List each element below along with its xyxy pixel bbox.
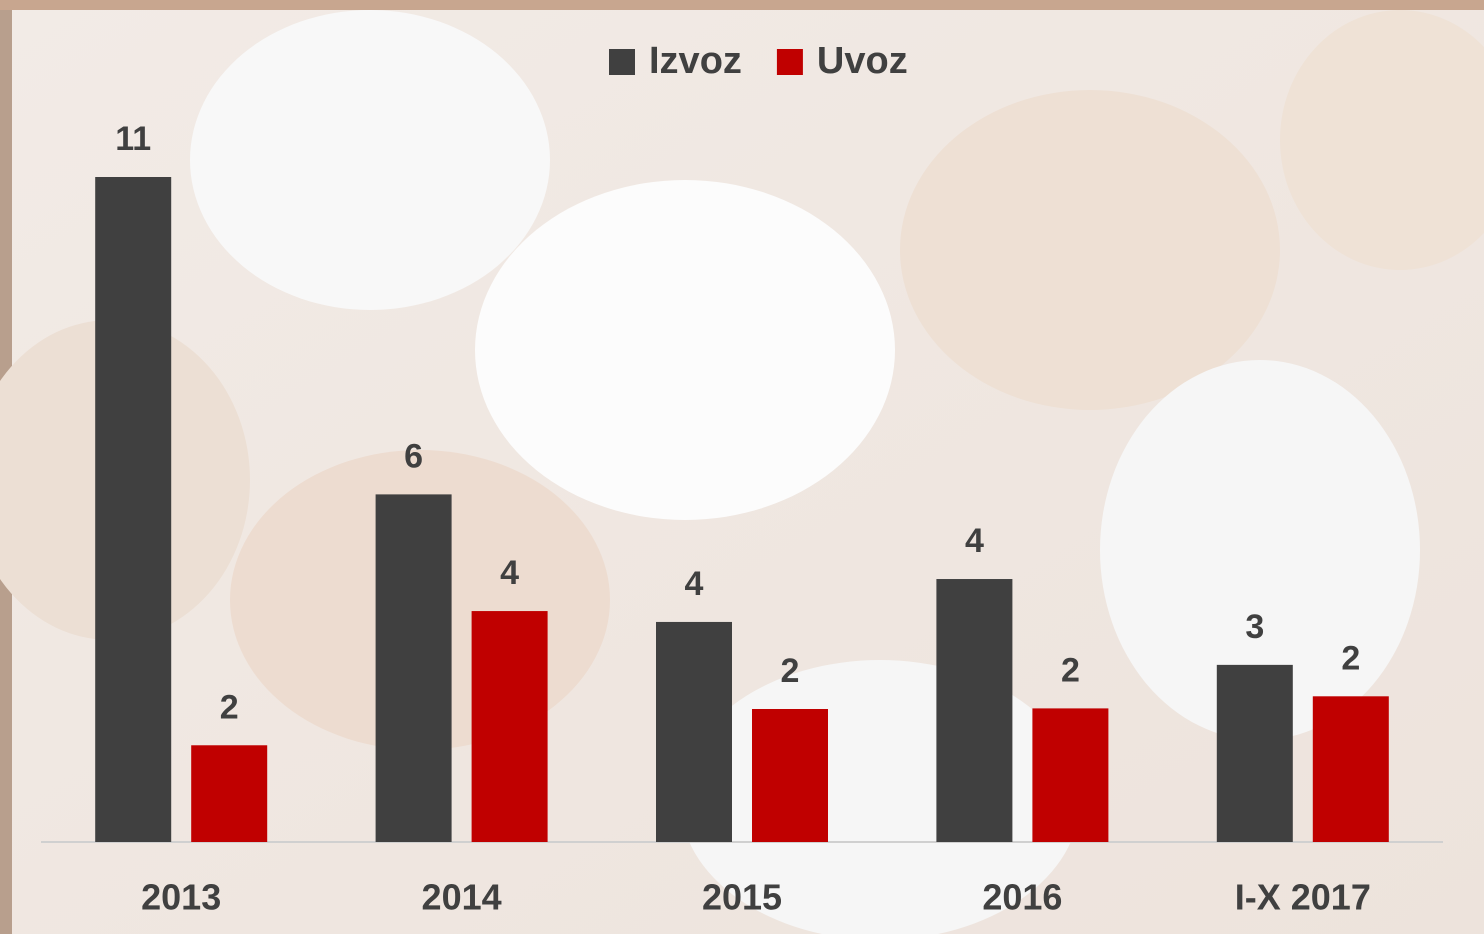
bar xyxy=(752,709,828,842)
data-label: 4 xyxy=(965,522,984,560)
data-label: 4 xyxy=(500,554,519,592)
legend-label: Izvoz xyxy=(649,40,742,82)
data-label: 2 xyxy=(1341,639,1360,677)
bar xyxy=(1032,708,1108,842)
data-label: 3 xyxy=(1245,608,1264,646)
data-label: 2 xyxy=(220,688,239,726)
data-label: 2 xyxy=(1061,651,1080,689)
data-label: 2 xyxy=(781,652,800,690)
bar xyxy=(656,622,732,842)
x-tick-label: 2014 xyxy=(422,877,502,918)
legend-label: Uvoz xyxy=(817,40,908,82)
bar xyxy=(191,745,267,842)
x-tick-label: 2016 xyxy=(982,877,1062,918)
x-tick-label: 2013 xyxy=(141,877,221,918)
x-tick-label: I-X 2017 xyxy=(1235,877,1371,918)
legend-swatch xyxy=(777,49,803,75)
data-label: 6 xyxy=(404,437,423,475)
x-tick-label: 2015 xyxy=(702,877,782,918)
bar xyxy=(936,579,1012,842)
legend-swatch xyxy=(609,49,635,75)
bar xyxy=(95,177,171,842)
bar xyxy=(376,494,452,842)
bar xyxy=(1313,696,1389,842)
chart: Izvoz Uvoz 2013 11 2 2014 6 4 2015 4 2 2016 4 2 I-X 20… xyxy=(0,0,1484,934)
data-label: 11 xyxy=(115,120,151,158)
page: Izvoz Uvoz 2013 11 2 2014 6 4 2015 4 2 2016 4 2 I-X 20… xyxy=(0,0,1484,934)
bar xyxy=(472,611,548,842)
bar xyxy=(1217,665,1293,842)
data-label: 4 xyxy=(685,565,704,603)
